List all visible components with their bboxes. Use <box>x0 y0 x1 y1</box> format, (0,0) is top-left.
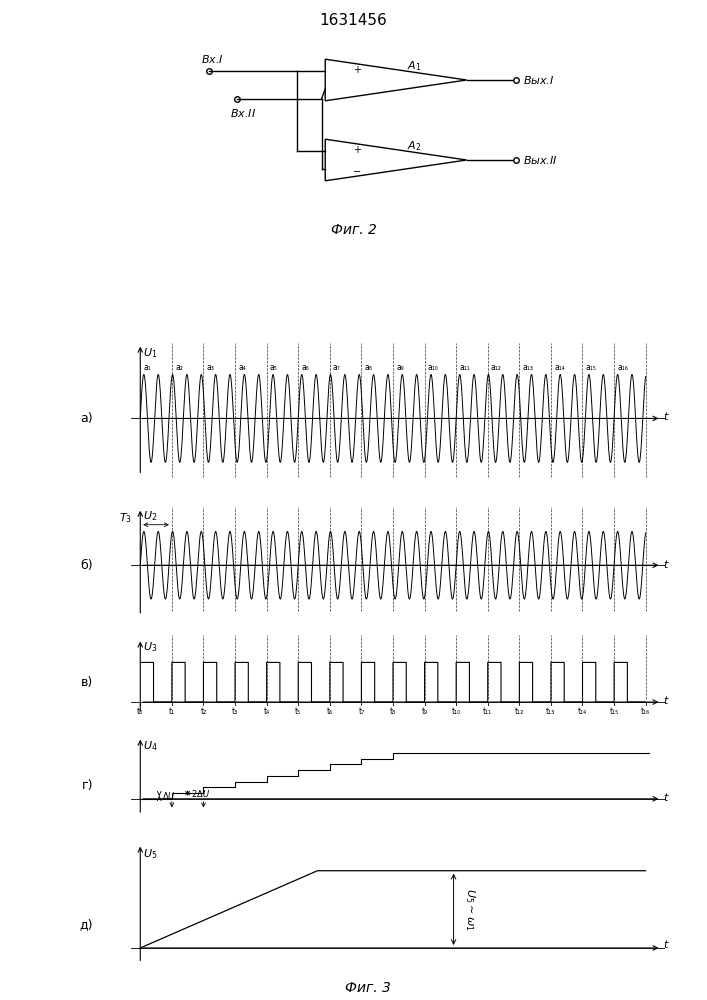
Text: $A_2$: $A_2$ <box>407 139 421 152</box>
Text: a₈: a₈ <box>365 363 373 372</box>
Text: a₁₆: a₁₆ <box>617 363 628 372</box>
Text: t₆: t₆ <box>327 707 333 716</box>
Text: $U_5$: $U_5$ <box>144 848 158 861</box>
Text: $t$: $t$ <box>663 410 670 422</box>
Text: t₇: t₇ <box>358 707 364 716</box>
Text: $U_3$: $U_3$ <box>144 641 158 654</box>
Text: Фиг. 2: Фиг. 2 <box>331 223 376 237</box>
Text: a₁: a₁ <box>144 363 151 372</box>
Text: t₅: t₅ <box>295 707 301 716</box>
Text: a₄: a₄ <box>238 363 246 372</box>
Text: a₂: a₂ <box>175 363 183 372</box>
Text: t₄: t₄ <box>264 707 269 716</box>
Text: Вх.$II$: Вх.$II$ <box>230 107 256 119</box>
Text: a₉: a₉ <box>396 363 404 372</box>
Text: в): в) <box>81 676 93 689</box>
Text: $-$: $-$ <box>353 165 361 175</box>
Text: $\Delta U$: $\Delta U$ <box>163 790 176 801</box>
Text: Фиг. 3: Фиг. 3 <box>345 981 390 995</box>
Text: t₁₅: t₁₅ <box>609 707 619 716</box>
Text: a₁₅: a₁₅ <box>585 363 597 372</box>
Text: t₃: t₃ <box>232 707 238 716</box>
Text: t₀: t₀ <box>137 707 144 716</box>
Text: $U_4$: $U_4$ <box>144 739 158 753</box>
Text: $T_3$: $T_3$ <box>119 511 132 525</box>
Text: +: + <box>353 145 361 155</box>
Text: t₁₀: t₁₀ <box>452 707 461 716</box>
Text: 1631456: 1631456 <box>320 13 387 28</box>
Text: t₂: t₂ <box>200 707 206 716</box>
Text: t₁₃: t₁₃ <box>547 707 556 716</box>
Text: $U_5 \sim \omega_1$: $U_5 \sim \omega_1$ <box>463 888 477 931</box>
Text: а): а) <box>81 412 93 425</box>
Text: a₆: a₆ <box>301 363 309 372</box>
Text: a₁₃: a₁₃ <box>522 363 533 372</box>
Text: t₁₁: t₁₁ <box>483 707 492 716</box>
Text: г): г) <box>81 779 93 792</box>
Text: Вых.$I$: Вых.$I$ <box>523 74 555 86</box>
Text: +: + <box>353 65 361 75</box>
Text: a₁₁: a₁₁ <box>460 363 470 372</box>
Text: a₁₂: a₁₂ <box>491 363 502 372</box>
Text: $U_2$: $U_2$ <box>144 510 158 523</box>
Text: $t$: $t$ <box>663 694 670 706</box>
Text: б): б) <box>81 559 93 572</box>
Text: a₁₀: a₁₀ <box>428 363 438 372</box>
Text: t₁₂: t₁₂ <box>515 707 524 716</box>
Text: $t$: $t$ <box>663 558 670 570</box>
Text: t₈: t₈ <box>390 707 396 716</box>
Text: Вых.$II$: Вых.$II$ <box>523 154 558 166</box>
Text: a₅: a₅ <box>270 363 278 372</box>
Text: t₁₄: t₁₄ <box>578 707 587 716</box>
Text: $t$: $t$ <box>663 791 670 803</box>
Text: t₁: t₁ <box>169 707 175 716</box>
Text: Вх.$I$: Вх.$I$ <box>201 53 224 65</box>
Text: $U_1$: $U_1$ <box>144 346 158 360</box>
Text: t₉: t₉ <box>421 707 428 716</box>
Text: д): д) <box>79 918 93 931</box>
Text: $2\Delta U$: $2\Delta U$ <box>191 788 210 799</box>
Text: a₃: a₃ <box>206 363 214 372</box>
Text: a₁₄: a₁₄ <box>554 363 565 372</box>
Text: t₁₆: t₁₆ <box>641 707 650 716</box>
Text: a₇: a₇ <box>333 363 341 372</box>
Text: $A_1$: $A_1$ <box>407 59 421 73</box>
Text: $t$: $t$ <box>663 938 670 950</box>
